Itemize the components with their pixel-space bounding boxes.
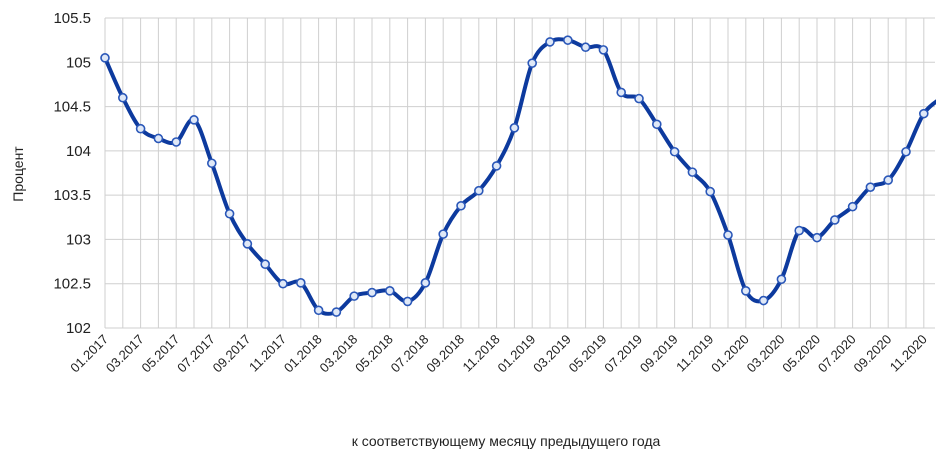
data-point <box>582 43 590 51</box>
x-tick-label: 03.2017 <box>103 332 147 376</box>
x-tick-label: 05.2019 <box>566 332 610 376</box>
data-point <box>243 240 251 248</box>
data-point <box>528 59 536 67</box>
data-point <box>350 292 358 300</box>
data-point <box>137 125 145 133</box>
grid <box>105 18 935 328</box>
data-point <box>706 188 714 196</box>
x-axis-label: к соответствующему месяцу предыдущего го… <box>352 433 661 449</box>
data-point <box>154 134 162 142</box>
x-tick-label: 01.2017 <box>67 332 111 376</box>
x-tick-label: 07.2020 <box>815 332 859 376</box>
x-tick-label: 11.2019 <box>673 332 716 375</box>
data-point <box>688 168 696 176</box>
data-point <box>439 230 447 238</box>
data-point <box>617 88 625 96</box>
data-point <box>635 95 643 103</box>
y-tick-label: 103 <box>66 231 91 248</box>
x-tick-label: 07.2019 <box>601 332 645 376</box>
data-point <box>208 159 216 167</box>
data-point <box>920 110 928 118</box>
x-tick-label: 11.2017 <box>246 332 289 375</box>
x-axis-ticks: 01.201703.201705.201707.201709.201711.20… <box>67 332 930 376</box>
y-tick-label: 103.5 <box>53 187 91 204</box>
y-tick-label: 104 <box>66 143 91 160</box>
data-point <box>386 287 394 295</box>
data-point <box>101 54 109 62</box>
data-point <box>599 46 607 54</box>
data-point <box>884 176 892 184</box>
x-tick-label: 09.2017 <box>210 332 254 376</box>
x-tick-label: 01.2018 <box>281 332 325 376</box>
data-point <box>172 138 180 146</box>
data-point <box>564 36 572 44</box>
data-point <box>510 124 518 132</box>
x-tick-label: 03.2018 <box>316 332 360 376</box>
data-point <box>457 202 465 210</box>
x-tick-label: 01.2020 <box>708 332 752 376</box>
y-tick-label: 105.5 <box>53 10 91 27</box>
data-point <box>475 187 483 195</box>
y-tick-label: 104.5 <box>53 99 91 116</box>
y-tick-label: 105 <box>66 54 91 71</box>
x-tick-label: 07.2018 <box>388 332 432 376</box>
data-point <box>315 306 323 314</box>
data-point <box>902 148 910 156</box>
data-point <box>404 297 412 305</box>
data-point <box>279 280 287 288</box>
data-point <box>831 216 839 224</box>
x-tick-label: 05.2020 <box>779 332 823 376</box>
data-point <box>119 94 127 102</box>
data-point <box>297 279 305 287</box>
y-tick-label: 102.5 <box>53 276 91 293</box>
y-tick-label: 102 <box>66 320 91 337</box>
data-point <box>332 308 340 316</box>
x-tick-label: 01.2019 <box>494 332 538 376</box>
data-point <box>795 227 803 235</box>
data-point <box>493 162 501 170</box>
x-tick-label: 07.2017 <box>174 332 218 376</box>
data-point <box>261 260 269 268</box>
data-point <box>849 203 857 211</box>
x-tick-label: 05.2017 <box>138 332 182 376</box>
x-tick-label: 11.2018 <box>460 332 503 375</box>
x-tick-label: 09.2018 <box>423 332 467 376</box>
x-tick-label: 03.2019 <box>530 332 574 376</box>
data-point <box>226 210 234 218</box>
data-point <box>742 287 750 295</box>
data-point <box>760 297 768 305</box>
x-tick-label: 03.2020 <box>744 332 788 376</box>
data-point <box>190 116 198 124</box>
x-tick-label: 09.2019 <box>637 332 681 376</box>
y-axis-ticks: 102 102.5 103 103.5 104 104.5 105 105.5 <box>53 10 91 337</box>
data-point <box>866 183 874 191</box>
x-tick-label: 05.2018 <box>352 332 396 376</box>
data-point <box>671 148 679 156</box>
data-point <box>813 234 821 242</box>
x-tick-label: 11.2020 <box>887 332 930 375</box>
x-tick-label: 09.2020 <box>850 332 894 376</box>
data-point <box>653 120 661 128</box>
data-point <box>368 289 376 297</box>
y-axis-label: Процент <box>10 146 26 202</box>
data-point <box>546 38 554 46</box>
data-point <box>724 231 732 239</box>
data-point <box>777 275 785 283</box>
data-point <box>421 279 429 287</box>
